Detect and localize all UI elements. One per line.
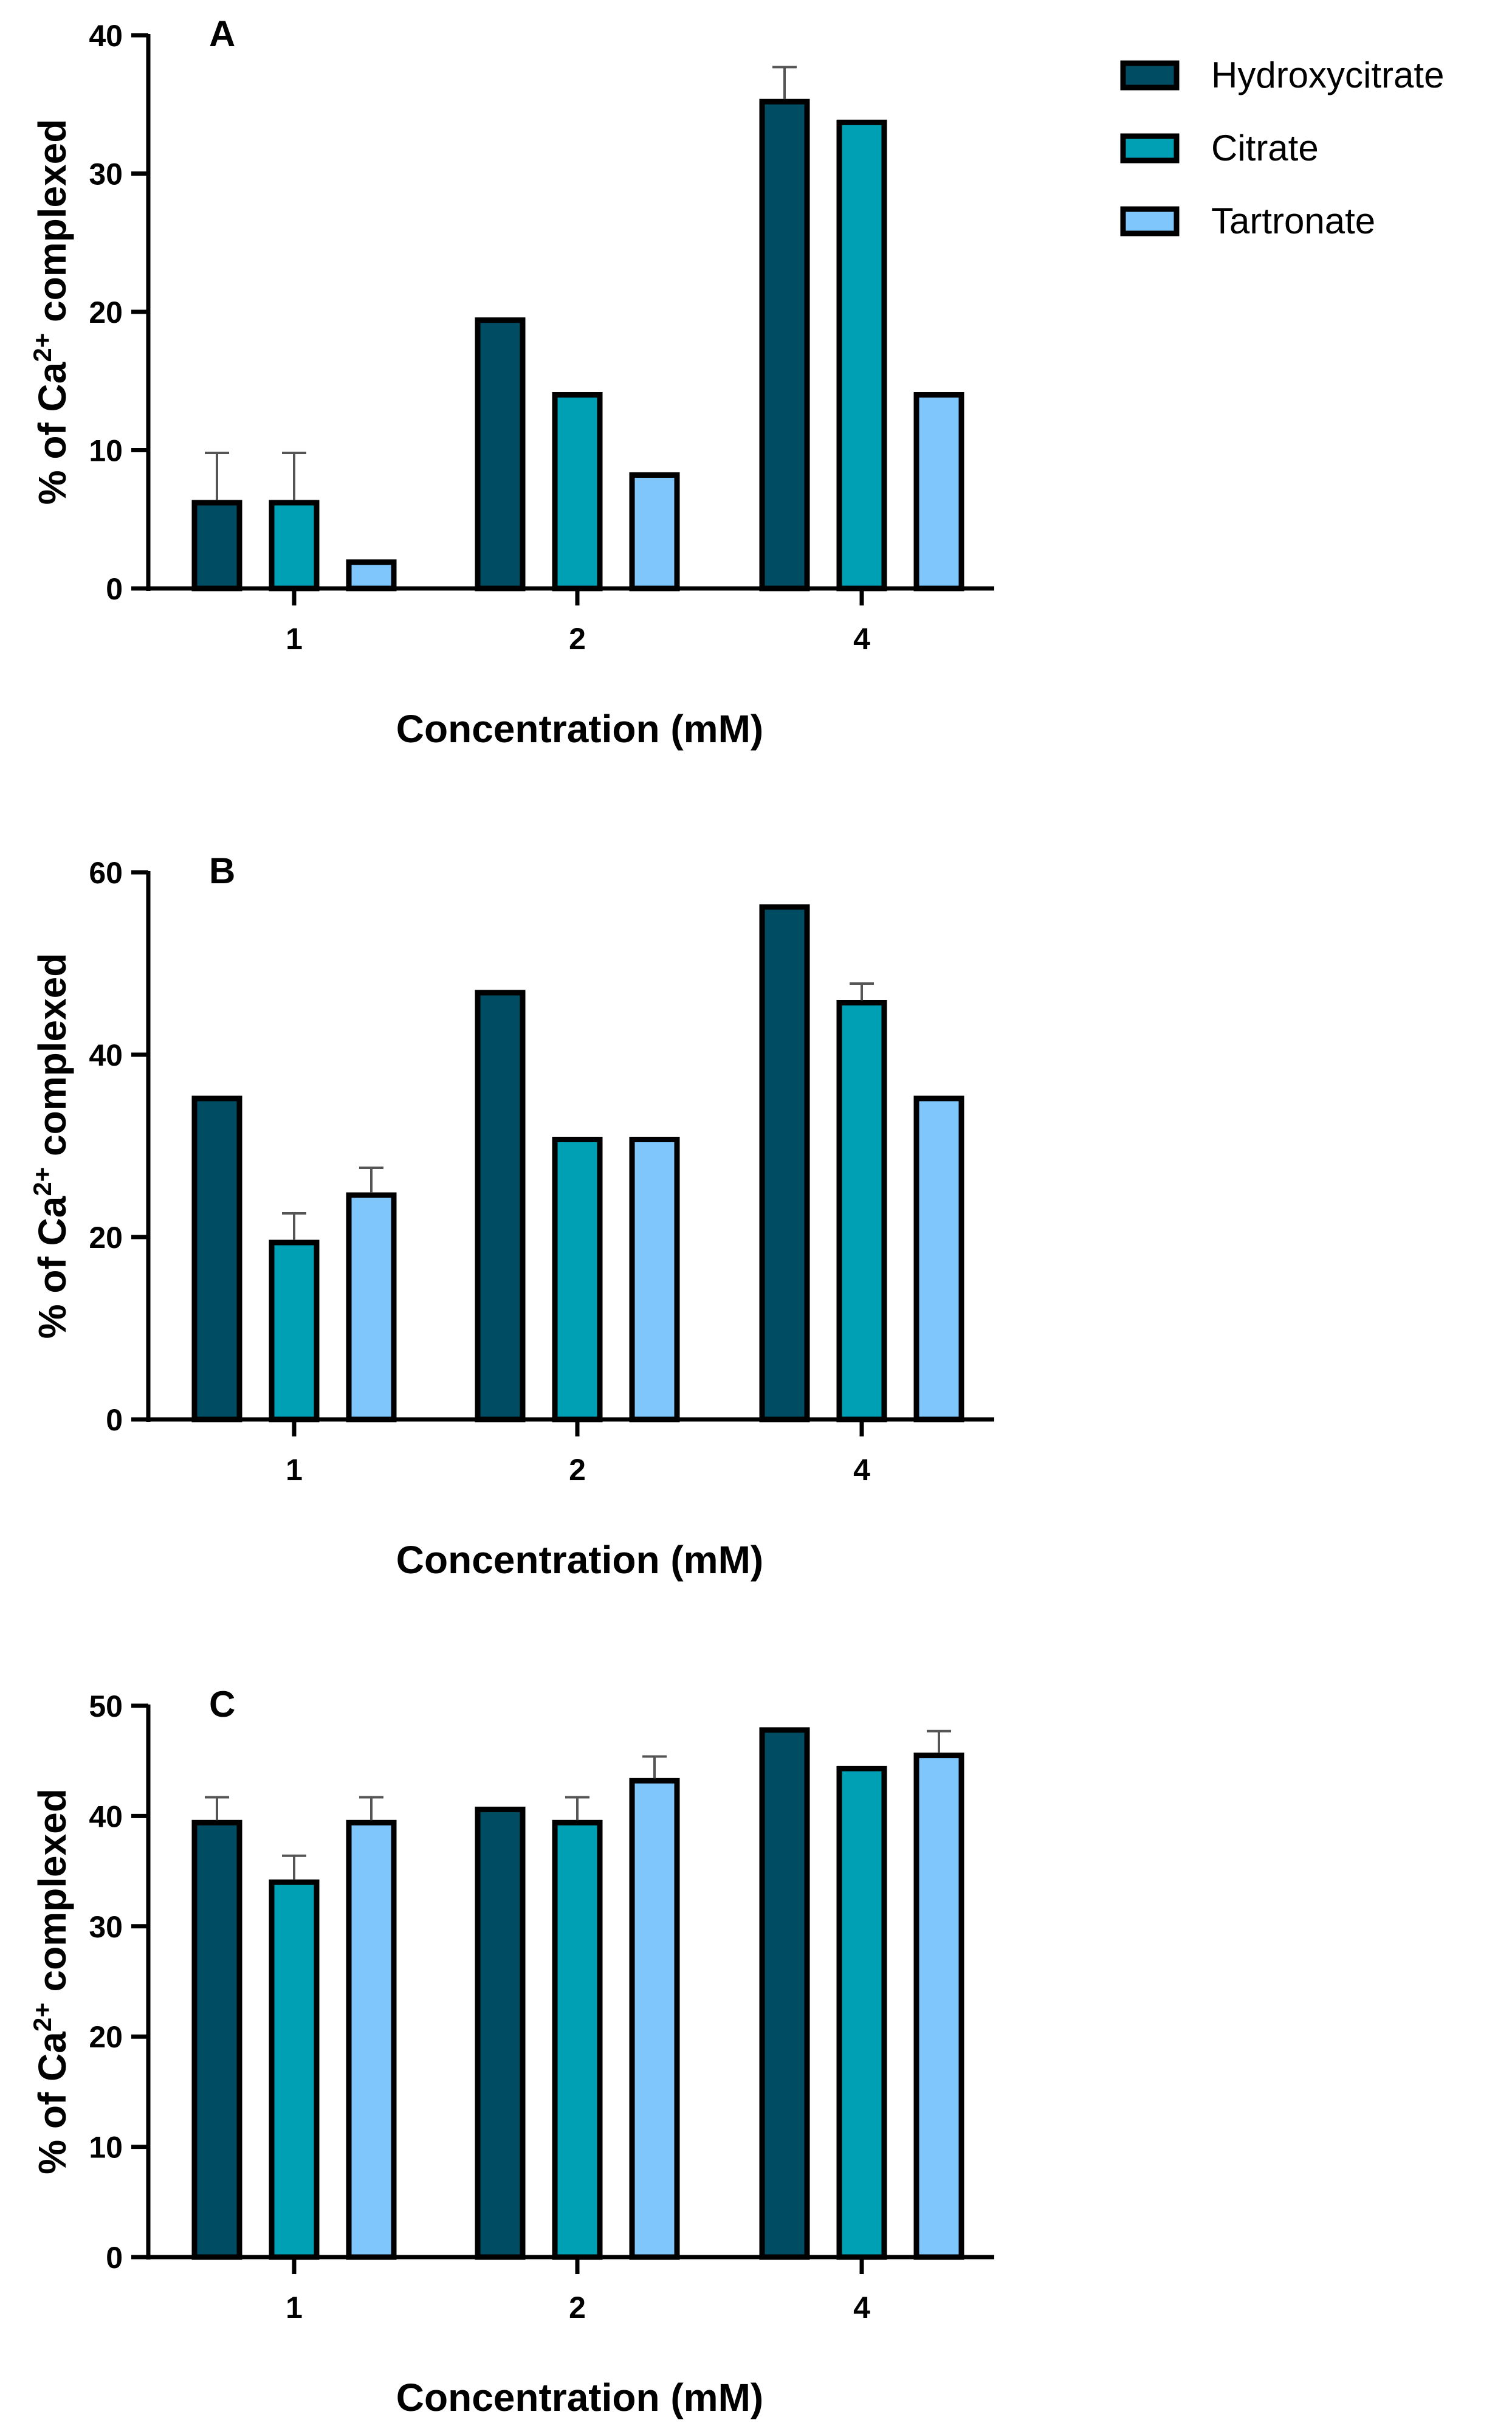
panel-a-bar-citrate-1 — [269, 500, 320, 591]
panel-b-x-tick-label: 2 — [569, 1453, 586, 1487]
legend-swatch-citrate — [1120, 133, 1180, 164]
panel-b-y-tick-label: 20 — [89, 1221, 123, 1255]
panel-c-errorbar-citrate-2 — [565, 1796, 589, 1821]
panel-b-bar-tartronate-2 — [629, 1137, 680, 1422]
panel-a: 0 10 20 30 40 1 2 4 Concentration (mM) % of Ca2+ … — [28, 13, 994, 751]
legend-label-hydroxycitrate: Hydroxycitrate — [1211, 55, 1444, 95]
panel-b-y-tick-label: 40 — [89, 1038, 123, 1072]
panel-a-errorbar-citrate-1 — [282, 452, 306, 500]
panel-b-y-tick-label: 60 — [89, 856, 123, 890]
panel-c: 0 10 20 30 40 50 1 2 4 Concentration (mM) % of Ca2… — [28, 1684, 994, 2419]
y-title-suffix: complexed — [30, 953, 74, 1167]
panel-c-errorbar-tartronate-1 — [359, 1796, 383, 1821]
legend-item-hydroxycitrate: Hydroxycitrate — [1120, 55, 1444, 95]
panel-a-y-tick-label: 20 — [89, 295, 123, 329]
panel-a-bar-hydroxycitrate-1 — [191, 500, 242, 591]
panel-c-y-tick-label: 40 — [89, 1799, 123, 1833]
panel-a-errorbar-hydroxycitrate-4 — [772, 66, 797, 100]
panel-a-y-tick-label: 40 — [89, 19, 123, 53]
panel-a-x-tick-label: 4 — [853, 622, 870, 656]
panel-c-bar-hydroxycitrate-1 — [191, 1819, 242, 2260]
panel-c-bar-tartronate-4 — [913, 1753, 964, 2260]
panel-b-y-tick-label: 0 — [106, 1403, 123, 1437]
panel-c-y-tick-label: 50 — [89, 1689, 123, 1723]
panel-c-bar-citrate-2 — [552, 1819, 603, 2260]
panel-c-x-axis-title: Concentration (mM) — [396, 2376, 763, 2419]
panel-c-bar-tartronate-2 — [629, 1777, 680, 2260]
panel-c-bar-citrate-4 — [836, 1765, 887, 2260]
panel-b-bar-tartronate-1 — [346, 1192, 397, 1422]
panel-a-bar-tartronate-2 — [629, 472, 680, 591]
panel-c-bar-hydroxycitrate-2 — [475, 1807, 526, 2260]
legend-swatch-tartronate — [1120, 206, 1180, 236]
panel-b-x-tick-label: 1 — [286, 1453, 303, 1487]
panel-c-errorbar-hydroxycitrate-1 — [205, 1796, 229, 1821]
panel-b-bar-hydroxycitrate-1 — [191, 1095, 242, 1422]
panel-c-y-tick-label: 10 — [89, 2131, 123, 2165]
panel-a-x-tick-label: 1 — [286, 622, 303, 656]
panel-a-y-tick-label: 30 — [89, 157, 123, 191]
y-title-prefix: % of Ca — [30, 1196, 74, 1339]
panel-c-y-tick-label: 30 — [89, 1910, 123, 1944]
panel-c-bar-hydroxycitrate-4 — [759, 1727, 810, 2260]
panel-c-bar-tartronate-1 — [346, 1819, 397, 2260]
y-title-superscript: 2+ — [28, 1167, 57, 1196]
panel-a-bar-tartronate-1 — [346, 559, 397, 591]
panel-b-bar-citrate-2 — [552, 1137, 603, 1422]
panel-b-errorbar-citrate-1 — [282, 1212, 306, 1240]
panel-a-bar-citrate-2 — [552, 392, 603, 591]
panel-b-errorbar-citrate-4 — [850, 982, 874, 1001]
panel-c-errorbar-tartronate-4 — [927, 1729, 951, 1753]
y-title-superscript: 2+ — [28, 2002, 57, 2032]
panel-a-y-tick-label: 0 — [106, 572, 123, 606]
panel-c-errorbar-citrate-1 — [282, 1854, 306, 1880]
y-title-prefix: % of Ca — [30, 2032, 74, 2174]
legend-item-tartronate: Tartronate — [1120, 201, 1375, 241]
legend-item-citrate: Citrate — [1120, 128, 1319, 168]
y-title-suffix: complexed — [30, 119, 74, 333]
panel-a-x-tick-label: 2 — [569, 622, 586, 656]
panel-c-y-tick-label: 0 — [106, 2241, 123, 2275]
panel-b-bar-citrate-4 — [836, 1000, 887, 1422]
panel-b: 0 20 40 60 1 2 4 Concentration (mM) % of Ca2+ co… — [28, 850, 994, 1582]
panel-c-errorbar-tartronate-2 — [642, 1755, 667, 1779]
panel-a-letter: A — [209, 13, 235, 54]
panel-b-bar-citrate-1 — [269, 1239, 320, 1422]
legend-label-tartronate: Tartronate — [1211, 201, 1375, 241]
panel-a-errorbar-hydroxycitrate-1 — [205, 452, 229, 500]
panel-a-y-axis-title: % of Ca2+ complexed — [28, 119, 74, 505]
y-title-prefix: % of Ca — [30, 362, 74, 505]
y-title-superscript: 2+ — [28, 333, 57, 362]
legend-swatch-hydroxycitrate — [1120, 60, 1180, 91]
panel-a-bar-hydroxycitrate-4 — [759, 98, 810, 591]
panel-b-bar-tartronate-4 — [913, 1095, 964, 1422]
panel-b-letter: B — [209, 850, 235, 891]
panel-b-errorbar-tartronate-1 — [359, 1167, 383, 1193]
panel-b-bar-hydroxycitrate-2 — [475, 990, 526, 1422]
panel-c-letter: C — [209, 1684, 235, 1725]
panel-c-x-tick-label: 2 — [569, 2291, 586, 2325]
y-title-suffix: complexed — [30, 1788, 74, 2002]
panel-b-bar-hydroxycitrate-4 — [759, 904, 810, 1422]
panel-c-x-tick-label: 1 — [286, 2291, 303, 2325]
panel-a-bar-citrate-4 — [836, 119, 887, 591]
panel-a-bar-hydroxycitrate-2 — [475, 317, 526, 591]
panel-a-y-tick-label: 10 — [89, 434, 123, 468]
panel-c-bar-citrate-1 — [269, 1879, 320, 2260]
panel-b-x-axis-title: Concentration (mM) — [396, 1538, 763, 1582]
panel-c-y-axis-title: % of Ca2+ complexed — [28, 1788, 74, 2174]
legend-label-citrate: Citrate — [1211, 128, 1319, 168]
panel-b-y-axis-title: % of Ca2+ complexed — [28, 953, 74, 1339]
legend: Hydroxycitrate Citrate Tartronate — [1120, 55, 1444, 241]
panel-b-x-tick-label: 4 — [853, 1453, 870, 1487]
panel-a-bar-tartronate-4 — [913, 392, 964, 591]
panel-a-x-axis-title: Concentration (mM) — [396, 707, 763, 751]
panel-c-y-tick-label: 20 — [89, 2020, 123, 2054]
panel-c-x-tick-label: 4 — [853, 2291, 870, 2325]
